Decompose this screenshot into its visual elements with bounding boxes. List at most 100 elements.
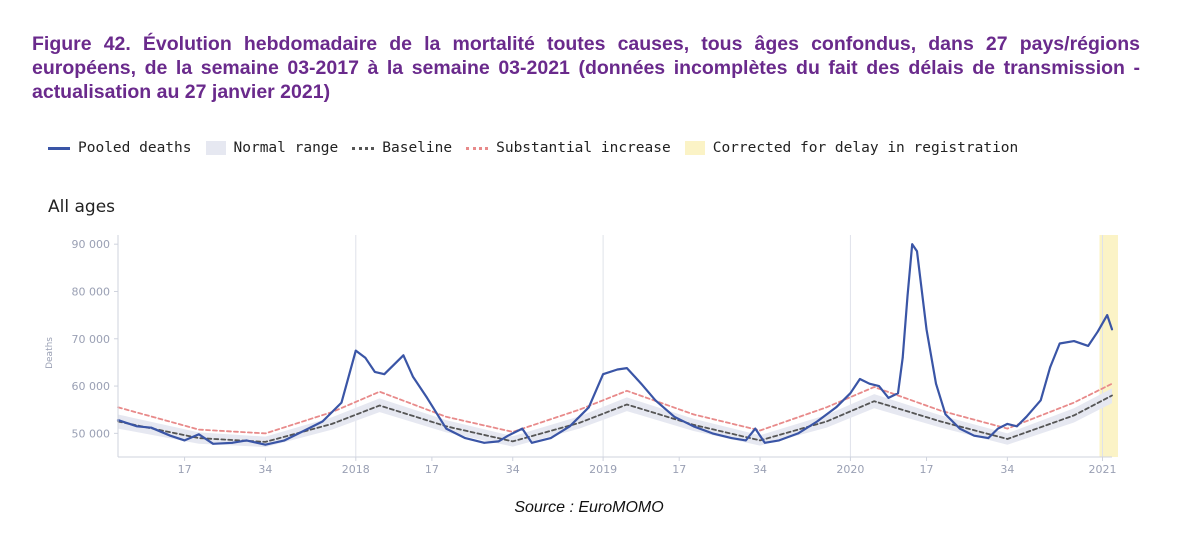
x-tick-label: 34 [1000, 463, 1014, 475]
pooled-deaths-point [878, 385, 880, 387]
y-tick-label: 70 000 [72, 333, 111, 346]
chart-legend: Pooled deaths Normal range Baseline Subs… [48, 138, 1032, 158]
substantial-increase-line [117, 382, 1113, 435]
pooled-deaths-point [797, 432, 800, 435]
pooled-deaths-point [730, 437, 733, 439]
legend-item-substantial[interactable]: Substantial increase [466, 140, 671, 156]
pooled-deaths-point [763, 441, 766, 444]
y-tick-label: 60 000 [72, 380, 111, 393]
pooled-deaths-point [835, 406, 838, 409]
pooled-deaths-point [958, 427, 961, 430]
pooled-deaths-point [283, 439, 286, 442]
legend-label-substantial: Substantial increase [496, 140, 671, 156]
x-tick-label: 17 [672, 463, 686, 475]
legend-swatch-pooled [48, 146, 70, 150]
x-tick-label: 17 [425, 463, 439, 475]
pooled-deaths-point [640, 382, 643, 385]
pooled-deaths-point [887, 396, 890, 399]
x-tick-label: 17 [920, 463, 934, 475]
pooled-deaths-point [212, 442, 215, 445]
legend-item-normal[interactable]: Normal range [205, 140, 339, 156]
x-tick-label: 34 [258, 463, 272, 475]
legend-item-pooled[interactable]: Pooled deaths [48, 140, 192, 156]
pooled-deaths-point [264, 443, 267, 446]
pooled-deaths-point [654, 399, 657, 402]
pooled-deaths-point [868, 382, 871, 385]
pooled-deaths-point [549, 437, 552, 439]
pooled-deaths-point [231, 441, 234, 444]
normal-range-layer [118, 388, 1112, 448]
pooled-deaths-point [692, 425, 695, 428]
pooled-deaths-point [906, 295, 909, 298]
legend-swatch-baseline [352, 146, 375, 150]
pooled-deaths-point [354, 349, 357, 352]
pooled-deaths-point [340, 401, 343, 404]
pooled-deaths-point [859, 378, 861, 380]
pooled-deaths-point [849, 392, 852, 395]
pooled-deaths-point [673, 415, 676, 418]
pooled-deaths-point [183, 439, 186, 442]
pooled-deaths-point [321, 420, 324, 423]
pooled-deaths-point [935, 382, 937, 385]
pooled-deaths-point [602, 373, 605, 376]
figure-title: Figure 42. Évolution hebdomadaire de la … [32, 33, 1140, 103]
legend-item-baseline[interactable]: Baseline [352, 140, 452, 156]
legend-item-corrected[interactable]: Corrected for delay in registration [684, 140, 1019, 156]
pooled-deaths-point [1111, 328, 1113, 331]
legend-label-normal: Normal range [233, 140, 339, 156]
pooled-deaths-line [116, 243, 1114, 446]
pooled-deaths-point [1049, 366, 1052, 369]
x-tick-label: 2019 [589, 463, 617, 475]
pooled-deaths-point [711, 432, 714, 435]
pooled-deaths-point [507, 434, 509, 437]
pooled-deaths-point [136, 425, 138, 428]
pooled-deaths-point [1096, 330, 1099, 333]
pooled-deaths-point [1025, 415, 1028, 418]
x-tick-label: 34 [506, 463, 520, 475]
axes-layer: 50 000 60 000 70 000 80 000 90 000 Deaths 17 34… [45, 235, 1116, 475]
pooled-deaths-point [445, 427, 448, 430]
pooled-deaths-point [568, 425, 571, 428]
pooled-deaths-point [364, 356, 367, 359]
panel-title: All ages [48, 197, 116, 217]
chart-background [355, 235, 1118, 457]
pooled-deaths-point [901, 356, 904, 359]
normal-range-band [118, 388, 1112, 448]
pooled-deaths-point [916, 250, 918, 253]
legend-swatch-substantial [466, 146, 489, 150]
x-tick-label: 34 [753, 463, 767, 475]
pooled-deaths-point [996, 427, 999, 430]
pooled-deaths-point [1039, 399, 1042, 402]
pooled-deaths-point [1106, 314, 1109, 317]
pooled-deaths-point [1058, 342, 1061, 345]
pooled-deaths-point [197, 433, 200, 436]
x-tick-label: 2018 [342, 463, 370, 475]
legend-label-baseline: Baseline [382, 140, 453, 156]
mortality-chart: 50 000 60 000 70 000 80 000 90 000 Deaths 17 34… [45, 235, 1118, 475]
pooled-deaths-point [1006, 422, 1009, 425]
pooled-deaths-point [744, 439, 747, 442]
pooled-deaths-point [925, 328, 928, 331]
pooled-deaths-point [944, 413, 947, 416]
pooled-deaths-point [411, 375, 414, 378]
x-tick-label: 2021 [1088, 463, 1116, 475]
pooled-deaths-point [973, 434, 975, 437]
pooled-deaths-point [816, 420, 819, 423]
pooled-deaths-point [1087, 344, 1090, 347]
figure-source: Source : EuroMOMO [514, 499, 664, 516]
pooled-deaths-point [392, 363, 395, 366]
pooled-deaths-point [897, 392, 899, 395]
y-tick-label: 90 000 [72, 238, 111, 251]
x-tick-label: 2020 [836, 463, 864, 475]
pooled-deaths-point [616, 368, 619, 371]
y-tick-label: 80 000 [72, 285, 111, 298]
legend-label-corrected: Corrected for delay in registration [712, 140, 1019, 156]
pooled-deaths-point [464, 437, 467, 439]
pooled-deaths-point [530, 441, 533, 444]
pooled-deaths-point [754, 427, 757, 430]
baseline-line [117, 394, 1113, 443]
pooled-deaths-point [373, 370, 376, 373]
pooled-deaths-point [587, 406, 590, 409]
pooled-deaths-point [426, 396, 429, 399]
legend-swatch-normal [205, 141, 226, 155]
